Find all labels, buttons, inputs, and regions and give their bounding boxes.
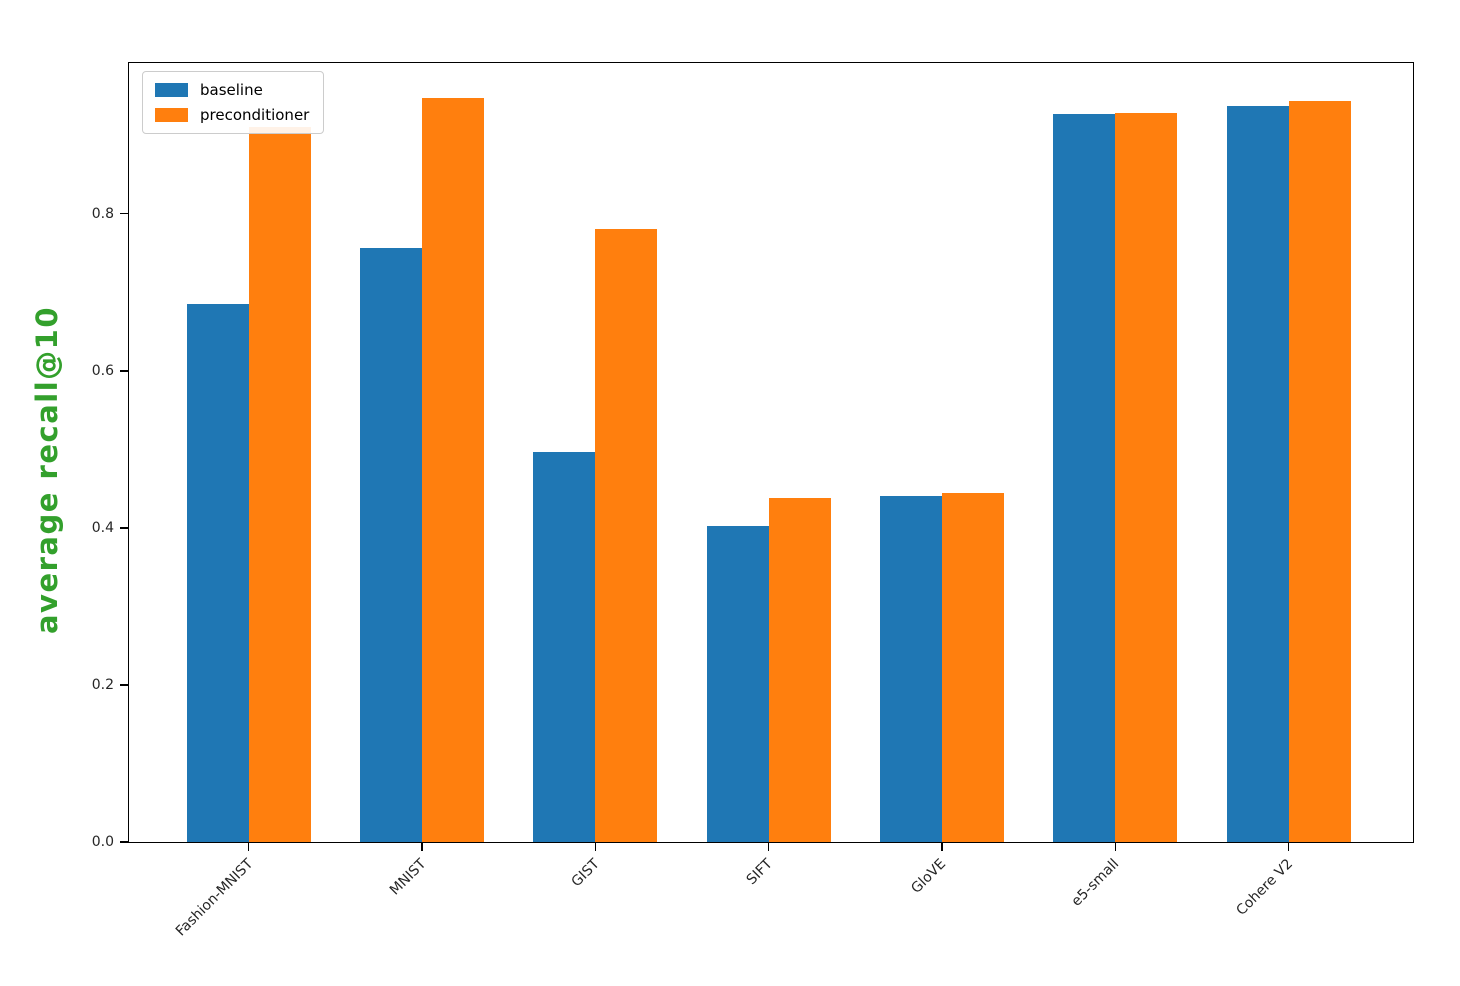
y-tick-mark xyxy=(120,684,128,686)
x-tick-label-Fashion-MNIST: Fashion-MNIST xyxy=(172,856,257,940)
bar-baseline-Fashion-MNIST xyxy=(186,304,249,842)
x-tick-label-GIST: GIST xyxy=(568,856,603,891)
bar-baseline-GloVE xyxy=(879,496,942,842)
y-tick-label: 0.8 xyxy=(91,205,114,222)
bar-preconditioner-Fashion-MNIST xyxy=(248,126,311,842)
x-tick-mark xyxy=(1114,843,1116,851)
plot-area: 0.0 0.2 0.4 0.6 0.8 Fashion-MNIST MNIST GIST SIF… xyxy=(92,62,1414,939)
y-tick-mark xyxy=(120,841,128,843)
x-tick-mark xyxy=(248,843,250,851)
bar-baseline-e5-small xyxy=(1053,114,1116,842)
x-tick-label-Cohere V2: Cohere V2 xyxy=(1233,856,1296,919)
legend-swatch-preconditioner-icon xyxy=(155,108,188,122)
bar-preconditioner-MNIST xyxy=(422,98,484,842)
y-axis-label: average recall@10 xyxy=(30,305,64,635)
legend-item-baseline: baseline xyxy=(155,81,309,99)
x-tick-label-SIFT: SIFT xyxy=(743,856,776,889)
y-tick-mark xyxy=(120,370,128,372)
legend-label-preconditioner: preconditioner xyxy=(200,106,310,124)
legend: baseline preconditioner xyxy=(142,71,325,134)
x-tick-mark xyxy=(1287,843,1290,851)
bar-baseline-GIST xyxy=(533,451,596,842)
y-tick-mark xyxy=(120,527,128,529)
x-tick-mark xyxy=(594,843,596,851)
x-tick-mark xyxy=(421,843,423,851)
x-tick-mark xyxy=(767,843,770,851)
bar-baseline-Cohere V2 xyxy=(1226,106,1289,842)
bar-preconditioner-Cohere V2 xyxy=(1288,101,1351,842)
bar-preconditioner-GloVE xyxy=(941,493,1004,842)
bar-baseline-MNIST xyxy=(360,247,422,842)
bar-preconditioner-SIFT xyxy=(768,498,831,842)
y-tick-label: 0.0 xyxy=(91,834,114,850)
x-tick-mark xyxy=(941,843,943,851)
bar-preconditioner-e5-small xyxy=(1115,113,1178,842)
x-tick-label-e5-small: e5-small xyxy=(1068,856,1123,910)
y-tick-mark xyxy=(120,213,128,215)
bar-preconditioner-GIST xyxy=(595,229,658,842)
x-tick-label-MNIST: MNIST xyxy=(386,856,430,899)
legend-label-baseline: baseline xyxy=(200,81,263,99)
bar-baseline-SIFT xyxy=(706,525,769,842)
legend-item-preconditioner: preconditioner xyxy=(155,106,309,124)
x-tick-label-GloVE: GloVE xyxy=(908,856,950,897)
y-tick-label: 0.4 xyxy=(91,519,114,536)
y-tick-label: 0.2 xyxy=(91,676,114,693)
legend-swatch-baseline-icon xyxy=(155,83,188,97)
y-tick-label: 0.6 xyxy=(91,362,114,379)
